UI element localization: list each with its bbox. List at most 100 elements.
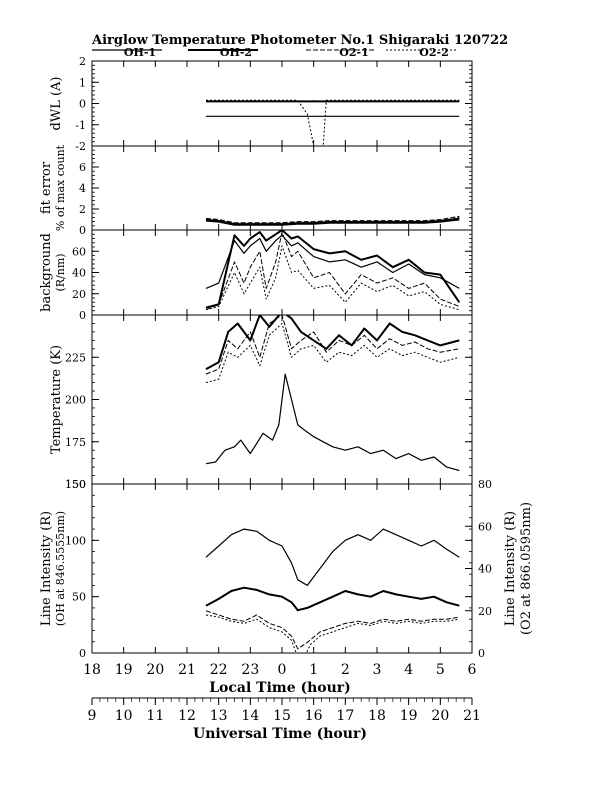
y-right-tick-label: 80 bbox=[478, 478, 492, 491]
legend: OH-1 OH-2 O2-1 O2-2 bbox=[92, 46, 456, 59]
y-tick-label-background: 0 bbox=[79, 309, 86, 322]
y-axis-label-intensity: Line Intensity (R) bbox=[39, 511, 54, 626]
local-time-tick-label: 18 bbox=[83, 662, 101, 678]
ut-tick-label: 9 bbox=[88, 708, 97, 724]
y-tick-label-dwl: 0 bbox=[79, 98, 86, 111]
ut-tick-label: 18 bbox=[368, 708, 386, 724]
series-line-background-o2-2 bbox=[205, 245, 460, 311]
series-group-fit bbox=[205, 215, 460, 226]
series-line-temperature-o2-2 bbox=[205, 323, 460, 384]
panel-frame-background bbox=[91, 229, 473, 316]
ut-tick-label: 13 bbox=[210, 708, 228, 724]
ut-tick-label: 12 bbox=[178, 708, 196, 724]
y-tick-label-temperature: 225 bbox=[65, 351, 86, 364]
series-line-background-oh-2 bbox=[205, 230, 461, 309]
y-tick-label-background: 60 bbox=[72, 245, 86, 258]
series-line-fit-o2-2 bbox=[205, 216, 460, 225]
series-line-fit-o2-1 bbox=[205, 215, 460, 224]
chart-title: Airglow Temperature Photometer No.1 Shig… bbox=[91, 33, 508, 48]
series-line-temperature-o2-1 bbox=[205, 315, 460, 375]
universal-time-axis-label: Universal Time (hour) bbox=[193, 726, 367, 742]
series-group-temperature bbox=[205, 315, 460, 472]
y-right-tick-label: 40 bbox=[478, 563, 492, 576]
series-line-background-oh-1 bbox=[205, 234, 460, 289]
series-line-fit-oh-2 bbox=[205, 218, 460, 226]
y-tick-label-dwl: 2 bbox=[79, 55, 86, 68]
panel-dwl: 2 1 0 -1 -2 dWL (A) bbox=[49, 55, 473, 153]
series-line-intensity-o2-2 bbox=[205, 614, 460, 653]
local-time-tick-label: 0 bbox=[278, 662, 287, 678]
legend-label-o2-1: O2-1 bbox=[339, 46, 368, 59]
y-tick-label-intensity: 150 bbox=[65, 478, 86, 491]
panel-frame-intensity bbox=[91, 483, 473, 654]
y-tick-label-dwl: -2 bbox=[75, 140, 86, 153]
series-group-background bbox=[205, 230, 461, 311]
y-tick-label-fit: 6 bbox=[79, 161, 86, 174]
local-time-axis-label: Local Time (hour) bbox=[209, 680, 351, 696]
ut-tick-label: 17 bbox=[336, 708, 354, 724]
ut-tick-label: 20 bbox=[431, 708, 449, 724]
local-time-tick-label: 22 bbox=[210, 662, 228, 678]
local-time-tick-label: 1 bbox=[309, 662, 318, 678]
panel-fit: 6 4 2 0 fit error% of max count bbox=[39, 144, 473, 237]
y-right-tick-label: 60 bbox=[478, 520, 492, 533]
panel-frame-fit bbox=[91, 145, 473, 231]
y-axis-label-2-intensity: (OH at 846.5555nm) bbox=[54, 511, 67, 626]
local-time-tick-label: 5 bbox=[436, 662, 445, 678]
panel-frame-dwl bbox=[91, 60, 473, 147]
y-tick-label-temperature: 200 bbox=[65, 394, 86, 407]
local-time-tick-label: 2 bbox=[341, 662, 350, 678]
local-time-tick-label: 4 bbox=[404, 662, 413, 678]
y-tick-label-dwl: 1 bbox=[79, 76, 86, 89]
chart-title-group: Airglow Temperature Photometer No.1 Shig… bbox=[91, 33, 508, 48]
ut-tick-label: 11 bbox=[146, 708, 164, 724]
y-tick-label-fit: 2 bbox=[79, 203, 86, 216]
y-axis-label-dwl: dWL (A) bbox=[49, 77, 64, 131]
series-line-intensity-o2-1 bbox=[205, 610, 460, 650]
series-group-dwl bbox=[205, 99, 460, 146]
y-tick-label-temperature: 150 bbox=[65, 478, 86, 491]
y-axis-label-fit: fit error bbox=[39, 161, 54, 214]
panel-temperature: 225 200 175 150 Temperature (K) bbox=[49, 314, 473, 491]
y-tick-label-background: 20 bbox=[72, 288, 86, 301]
y-right-axis-label-2: (O2 at 866.0595nm) bbox=[519, 502, 534, 635]
local-time-tick-label: 23 bbox=[241, 662, 259, 678]
y-tick-label-background: 40 bbox=[72, 267, 86, 280]
ut-tick-label: 21 bbox=[463, 708, 481, 724]
y-tick-label-intensity: 0 bbox=[79, 647, 86, 660]
local-time-tick-label: 19 bbox=[115, 662, 133, 678]
local-time-tick-label: 3 bbox=[373, 662, 382, 678]
series-line-intensity-oh-1 bbox=[205, 528, 460, 587]
series-line-dwl-o2-2 bbox=[206, 99, 460, 146]
x-axes: Local Time (hour) Universal Time (hour) … bbox=[83, 662, 481, 742]
ut-tick-label: 14 bbox=[241, 708, 259, 724]
y-tick-label-intensity: 50 bbox=[72, 591, 86, 604]
ut-tick-label: 16 bbox=[305, 708, 323, 724]
local-time-tick-label: 6 bbox=[468, 662, 477, 678]
y-right-axis-label: Line Intensity (R) bbox=[503, 511, 518, 626]
y-tick-label-intensity: 100 bbox=[65, 534, 86, 547]
series-line-temperature-oh-1 bbox=[205, 373, 460, 472]
y-tick-label-temperature: 175 bbox=[65, 436, 86, 449]
y-right-tick-label: 0 bbox=[478, 647, 485, 660]
ut-tick-label: 19 bbox=[400, 708, 418, 724]
y-axis-label-2-background: (R/nm) bbox=[54, 253, 67, 291]
y-tick-label-fit: 0 bbox=[79, 224, 86, 237]
ut-tick-label: 15 bbox=[273, 708, 291, 724]
y-axis-label-temperature: Temperature (K) bbox=[49, 345, 64, 454]
legend-label-oh-2: OH-2 bbox=[220, 46, 252, 59]
series-group-intensity bbox=[205, 528, 460, 653]
y-tick-label-fit: 4 bbox=[79, 182, 86, 195]
series-line-dwl-o2-1 bbox=[205, 100, 460, 102]
series-line-intensity-oh-2 bbox=[205, 586, 460, 612]
legend-label-o2-2: O2-2 bbox=[419, 46, 448, 59]
ut-tick-label: 10 bbox=[115, 708, 133, 724]
y-tick-label-dwl: -1 bbox=[75, 119, 86, 132]
y-right-tick-label: 20 bbox=[478, 605, 492, 618]
local-time-tick-label: 21 bbox=[178, 662, 196, 678]
series-line-temperature-oh-2 bbox=[205, 315, 460, 370]
panel-background: 60 40 20 0 background (R/nm) bbox=[39, 229, 473, 322]
